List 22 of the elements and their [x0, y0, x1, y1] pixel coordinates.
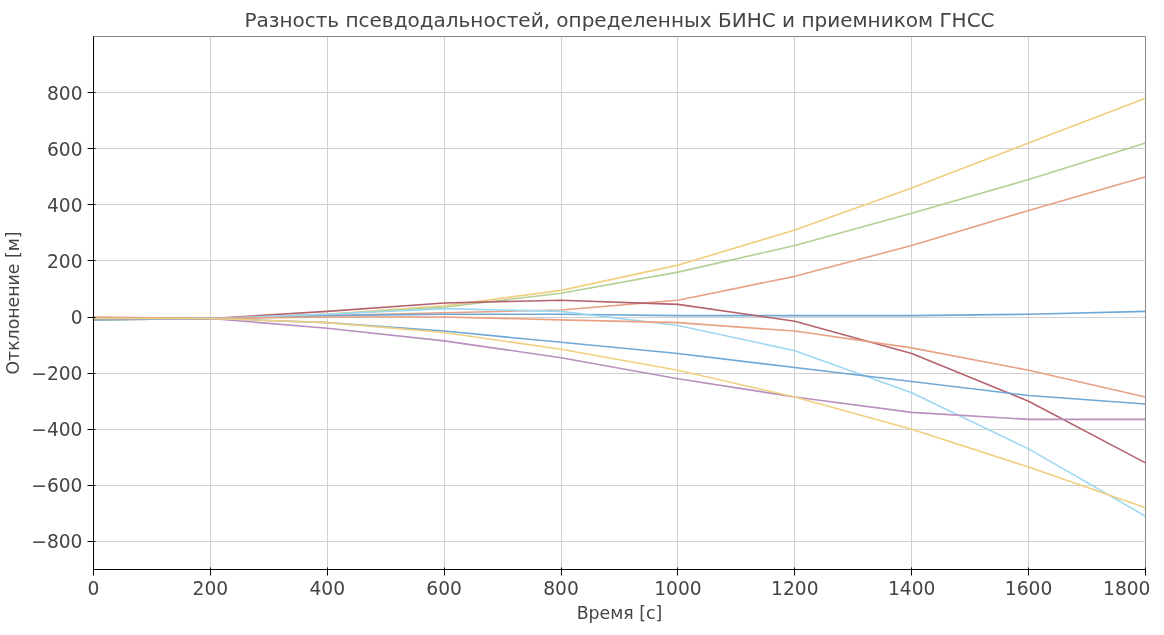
y-tick-label: 200 [46, 250, 83, 272]
y-tick-label: 0 [70, 307, 83, 329]
y-tick-label: 600 [46, 138, 83, 160]
x-tick-label: 600 [426, 577, 462, 599]
x-axis-title: Время [с] [576, 602, 663, 623]
x-tick-label: 200 [192, 577, 229, 599]
x-tick-label: 800 [543, 577, 579, 599]
y-tick-label: 800 [46, 82, 83, 104]
x-tick-label: 400 [309, 577, 346, 599]
y-tick-label: 400 [46, 194, 83, 216]
y-tick-label: −400 [31, 419, 83, 441]
y-tick-label: −600 [31, 475, 83, 497]
y-tick-label: −200 [31, 363, 83, 385]
y-axis-title: Отклонение [м] [3, 231, 24, 375]
x-tick-label: 1400 [887, 577, 936, 599]
x-tick-label: 1200 [771, 577, 819, 599]
x-tick-label: 1000 [654, 577, 702, 599]
x-tick-label: 1600 [1004, 577, 1053, 599]
y-tick-label: −800 [31, 531, 83, 553]
x-tick-label: 1800 [1103, 577, 1151, 599]
x-tick-label: 0 [87, 577, 100, 599]
chart-title: Разность псевдодальностей, определенных БИНС и приемником ГНСС [244, 7, 995, 32]
